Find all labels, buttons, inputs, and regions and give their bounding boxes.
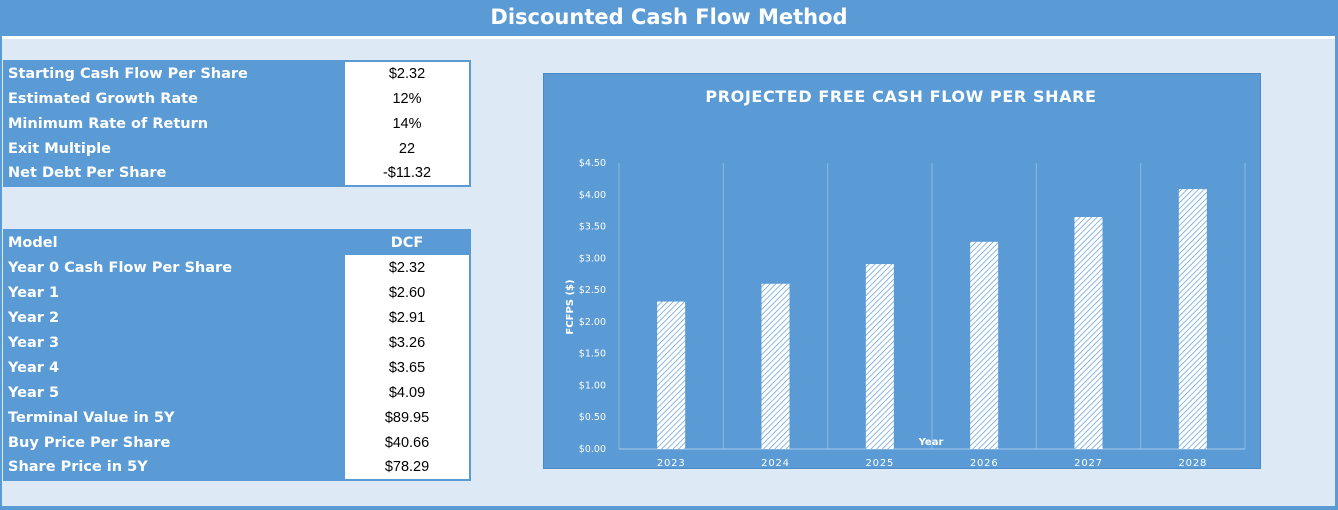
x-tick-label: 2026 — [970, 458, 999, 468]
x-axis-label: Year — [918, 437, 944, 448]
input-value-cell[interactable]: -$11.32 — [345, 161, 470, 186]
model-row-label: Year 0 Cash Flow Per Share — [4, 255, 345, 280]
model-value-cell[interactable]: $78.29 — [345, 455, 470, 480]
x-axis: 2023 2024 2025 2026 2027 2028 — [657, 458, 1207, 468]
y-tick-label: $3.00 — [579, 253, 606, 264]
y-tick-label: $1.00 — [579, 380, 606, 391]
model-header-label: Model — [4, 230, 345, 255]
input-value-cell[interactable]: $2.32 — [345, 61, 470, 86]
model-header-value: DCF — [345, 230, 470, 255]
input-label: Net Debt Per Share — [4, 161, 345, 186]
spreadsheet-area: Starting Cash Flow Per Share $2.32 Estim… — [2, 36, 1335, 506]
model-value-cell[interactable]: $4.09 — [345, 380, 470, 405]
input-label: Estimated Growth Rate — [4, 86, 345, 111]
y-axis-label: FCFPS ($) — [565, 279, 576, 334]
model-row-label: Year 5 — [4, 380, 345, 405]
model-value-cell[interactable]: $2.60 — [345, 280, 470, 305]
bar[interactable] — [970, 241, 999, 449]
table-row: Net Debt Per Share -$11.32 — [4, 161, 470, 186]
bar[interactable] — [865, 264, 894, 449]
table-row: Year 0 Cash Flow Per Share $2.32 — [4, 255, 470, 280]
bar[interactable] — [657, 301, 686, 449]
y-tick-label: $4.50 — [579, 158, 606, 169]
table-row: Estimated Growth Rate 12% — [4, 86, 470, 111]
input-value-cell[interactable]: 22 — [345, 136, 470, 161]
fcfps-chart[interactable]: PROJECTED FREE CASH FLOW PER SHARE $0.00… — [543, 73, 1261, 469]
y-tick-label: $0.00 — [579, 444, 606, 455]
x-tick-label: 2023 — [657, 458, 686, 468]
input-value-cell[interactable]: 14% — [345, 111, 470, 136]
y-tick-label: $2.50 — [579, 285, 606, 296]
input-value-cell[interactable]: 12% — [345, 86, 470, 111]
table-row: Starting Cash Flow Per Share $2.32 — [4, 61, 470, 86]
model-value-cell[interactable]: $89.95 — [345, 405, 470, 430]
table-row: Exit Multiple 22 — [4, 136, 470, 161]
bar[interactable] — [1074, 217, 1103, 449]
table-row: Terminal Value in 5Y $89.95 — [4, 405, 470, 430]
model-row-label: Year 2 — [4, 305, 345, 330]
table-row: Year 1 $2.60 — [4, 280, 470, 305]
bar[interactable] — [1178, 189, 1207, 449]
x-tick-label: 2025 — [866, 458, 895, 468]
model-row-label: Year 4 — [4, 355, 345, 380]
model-row-label: Share Price in 5Y — [4, 455, 345, 480]
table-row: Year 3 $3.26 — [4, 330, 470, 355]
table-row: Share Price in 5Y $78.29 — [4, 455, 470, 480]
y-axis: $0.00 $0.50 $1.00 $1.50 $2.00 $2.50 $3.00 $3.50… — [579, 158, 606, 455]
input-label: Minimum Rate of Return — [4, 111, 345, 136]
y-tick-label: $3.50 — [579, 222, 606, 233]
model-row-label: Year 1 — [4, 280, 345, 305]
model-row-label: Buy Price Per Share — [4, 430, 345, 455]
model-value-cell[interactable]: $3.65 — [345, 355, 470, 380]
y-tick-label: $2.00 — [579, 317, 606, 328]
chart-title: PROJECTED FREE CASH FLOW PER SHARE — [705, 87, 1096, 106]
input-label: Exit Multiple — [4, 136, 345, 161]
bar-series — [657, 189, 1207, 449]
model-value-cell[interactable]: $2.32 — [345, 255, 470, 280]
chart-canvas: PROJECTED FREE CASH FLOW PER SHARE $0.00… — [565, 87, 1246, 468]
model-value-cell[interactable]: $3.26 — [345, 330, 470, 355]
y-tick-label: $0.50 — [579, 412, 606, 423]
model-row-label: Terminal Value in 5Y — [4, 405, 345, 430]
table-row: Minimum Rate of Return 14% — [4, 111, 470, 136]
bar[interactable] — [761, 283, 790, 449]
model-value-cell[interactable]: $2.91 — [345, 305, 470, 330]
y-tick-label: $1.50 — [579, 349, 606, 360]
input-label: Starting Cash Flow Per Share — [4, 61, 345, 86]
table-header-row: Model DCF — [4, 230, 470, 255]
x-tick-label: 2027 — [1074, 458, 1103, 468]
x-tick-label: 2028 — [1179, 458, 1208, 468]
model-table: Model DCF Year 0 Cash Flow Per Share $2.… — [3, 229, 471, 481]
model-row-label: Year 3 — [4, 330, 345, 355]
table-row: Year 2 $2.91 — [4, 305, 470, 330]
page-title: Discounted Cash Flow Method — [0, 0, 1338, 35]
table-row: Buy Price Per Share $40.66 — [4, 430, 470, 455]
table-row: Year 5 $4.09 — [4, 380, 470, 405]
inputs-table: Starting Cash Flow Per Share $2.32 Estim… — [3, 60, 471, 187]
y-tick-label: $4.00 — [579, 190, 606, 201]
model-value-cell[interactable]: $40.66 — [345, 430, 470, 455]
chart-gridlines — [618, 163, 1246, 450]
x-tick-label: 2024 — [761, 458, 790, 468]
table-row: Year 4 $3.65 — [4, 355, 470, 380]
